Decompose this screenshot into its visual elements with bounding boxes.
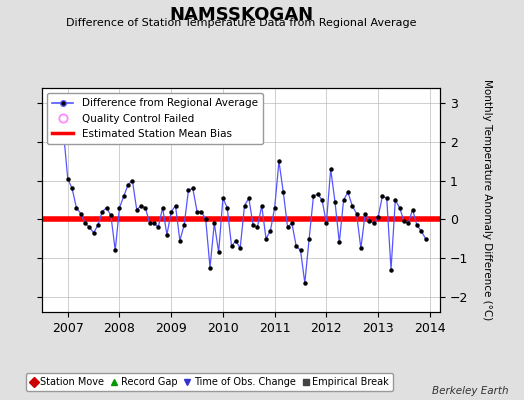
Text: NAMSSKOGAN: NAMSSKOGAN: [169, 6, 313, 24]
Text: Difference of Station Temperature Data from Regional Average: Difference of Station Temperature Data f…: [66, 18, 416, 28]
Legend: Station Move, Record Gap, Time of Obs. Change, Empirical Break: Station Move, Record Gap, Time of Obs. C…: [26, 373, 393, 391]
Text: Berkeley Earth: Berkeley Earth: [432, 386, 508, 396]
Legend: Difference from Regional Average, Quality Control Failed, Estimated Station Mean: Difference from Regional Average, Qualit…: [47, 93, 263, 144]
Y-axis label: Monthly Temperature Anomaly Difference (°C): Monthly Temperature Anomaly Difference (…: [482, 79, 492, 321]
